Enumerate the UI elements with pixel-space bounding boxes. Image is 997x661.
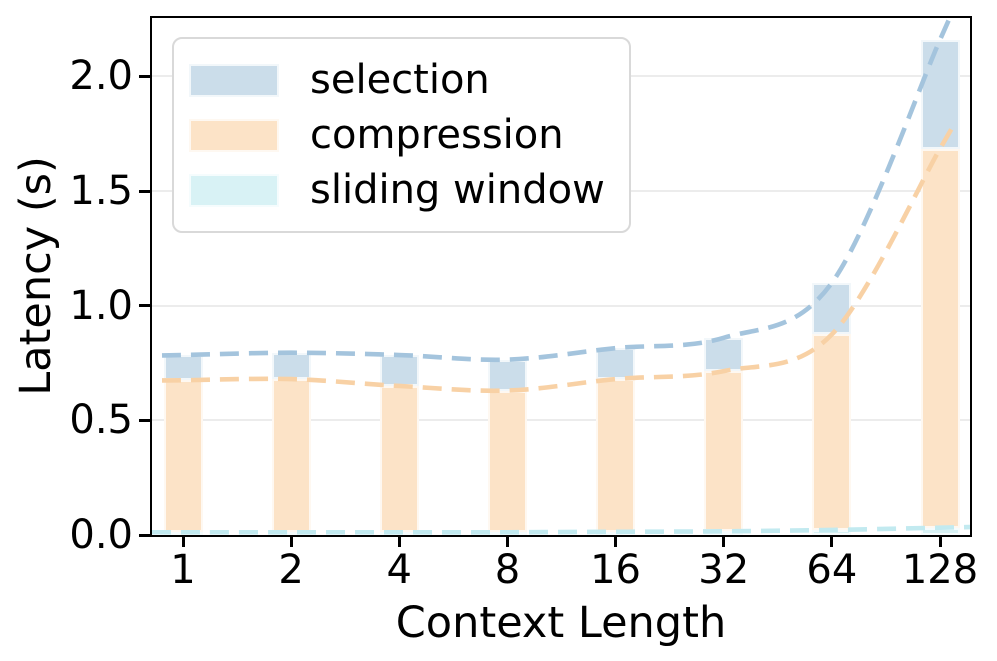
legend-swatch-compression xyxy=(189,118,279,152)
bar-segment-selection xyxy=(704,337,744,372)
x-tick-label: 128 xyxy=(901,547,979,593)
legend-row: selection xyxy=(189,59,614,101)
y-tick xyxy=(139,304,150,308)
bar-segment-sliding-window xyxy=(271,532,311,535)
y-tick-label: 1.5 xyxy=(69,168,133,215)
x-tick xyxy=(181,536,185,547)
bar-segment-compression xyxy=(596,379,636,532)
plot-area: selection compression sliding window xyxy=(150,16,972,537)
x-tick-label: 16 xyxy=(590,547,642,593)
legend-row: sliding window xyxy=(189,169,614,211)
bar-segment-selection xyxy=(163,355,203,381)
bar-segment-sliding-window xyxy=(812,529,852,535)
x-tick-label: 8 xyxy=(494,547,521,593)
trend-line-compression xyxy=(161,124,956,394)
trend-curves-overlay xyxy=(152,18,970,535)
y-tick xyxy=(139,189,150,193)
y-tick-label: 0.0 xyxy=(69,512,133,558)
bar-segment-compression xyxy=(487,390,527,533)
bar-segment-selection xyxy=(271,352,311,380)
legend: selection compression sliding window xyxy=(172,37,631,233)
bar-segment-sliding-window xyxy=(596,531,636,535)
bar-segment-selection xyxy=(812,282,852,335)
y-tick xyxy=(139,74,150,78)
x-tick-label: 64 xyxy=(806,547,858,593)
y-tick-label: 0.5 xyxy=(69,397,133,444)
legend-row: compression xyxy=(189,114,614,156)
legend-label: compression xyxy=(310,112,564,158)
legend-swatch-selection xyxy=(189,63,279,97)
x-axis-label: Context Length xyxy=(395,598,727,648)
y-tick xyxy=(139,533,150,537)
x-tick xyxy=(397,536,401,547)
bar-segment-compression xyxy=(163,380,203,533)
legend-label: sliding window xyxy=(310,167,605,213)
x-tick xyxy=(722,536,726,547)
bar-segment-sliding-window xyxy=(704,531,744,535)
x-tick xyxy=(830,536,834,547)
gridline xyxy=(152,304,970,307)
x-tick-label: 32 xyxy=(698,547,750,593)
trend-line-sliding-window xyxy=(152,524,970,535)
bar-segment-selection xyxy=(379,355,419,386)
x-tick xyxy=(614,536,618,547)
y-tick-label: 2.0 xyxy=(69,53,133,100)
y-tick xyxy=(139,418,150,422)
x-tick xyxy=(289,536,293,547)
bar-segment-compression xyxy=(704,371,744,532)
bar-segment-compression xyxy=(379,385,419,533)
x-tick-label: 1 xyxy=(170,547,196,593)
bar-segment-compression xyxy=(920,148,960,528)
x-tick xyxy=(938,536,942,547)
x-tick-label: 2 xyxy=(278,547,304,593)
bar-segment-compression xyxy=(271,379,311,533)
bar-segment-selection xyxy=(596,348,636,380)
bar-segment-selection xyxy=(487,359,527,391)
legend-swatch-sliding-window xyxy=(189,173,279,207)
x-tick-label: 4 xyxy=(386,547,413,593)
gridline xyxy=(152,419,970,422)
legend-label: selection xyxy=(310,57,490,103)
y-tick-label: 1.0 xyxy=(69,282,133,329)
trend-line-selection xyxy=(161,18,953,363)
x-tick xyxy=(505,536,509,547)
bar-segment-sliding-window xyxy=(920,527,960,535)
bar-segment-compression xyxy=(812,334,852,530)
